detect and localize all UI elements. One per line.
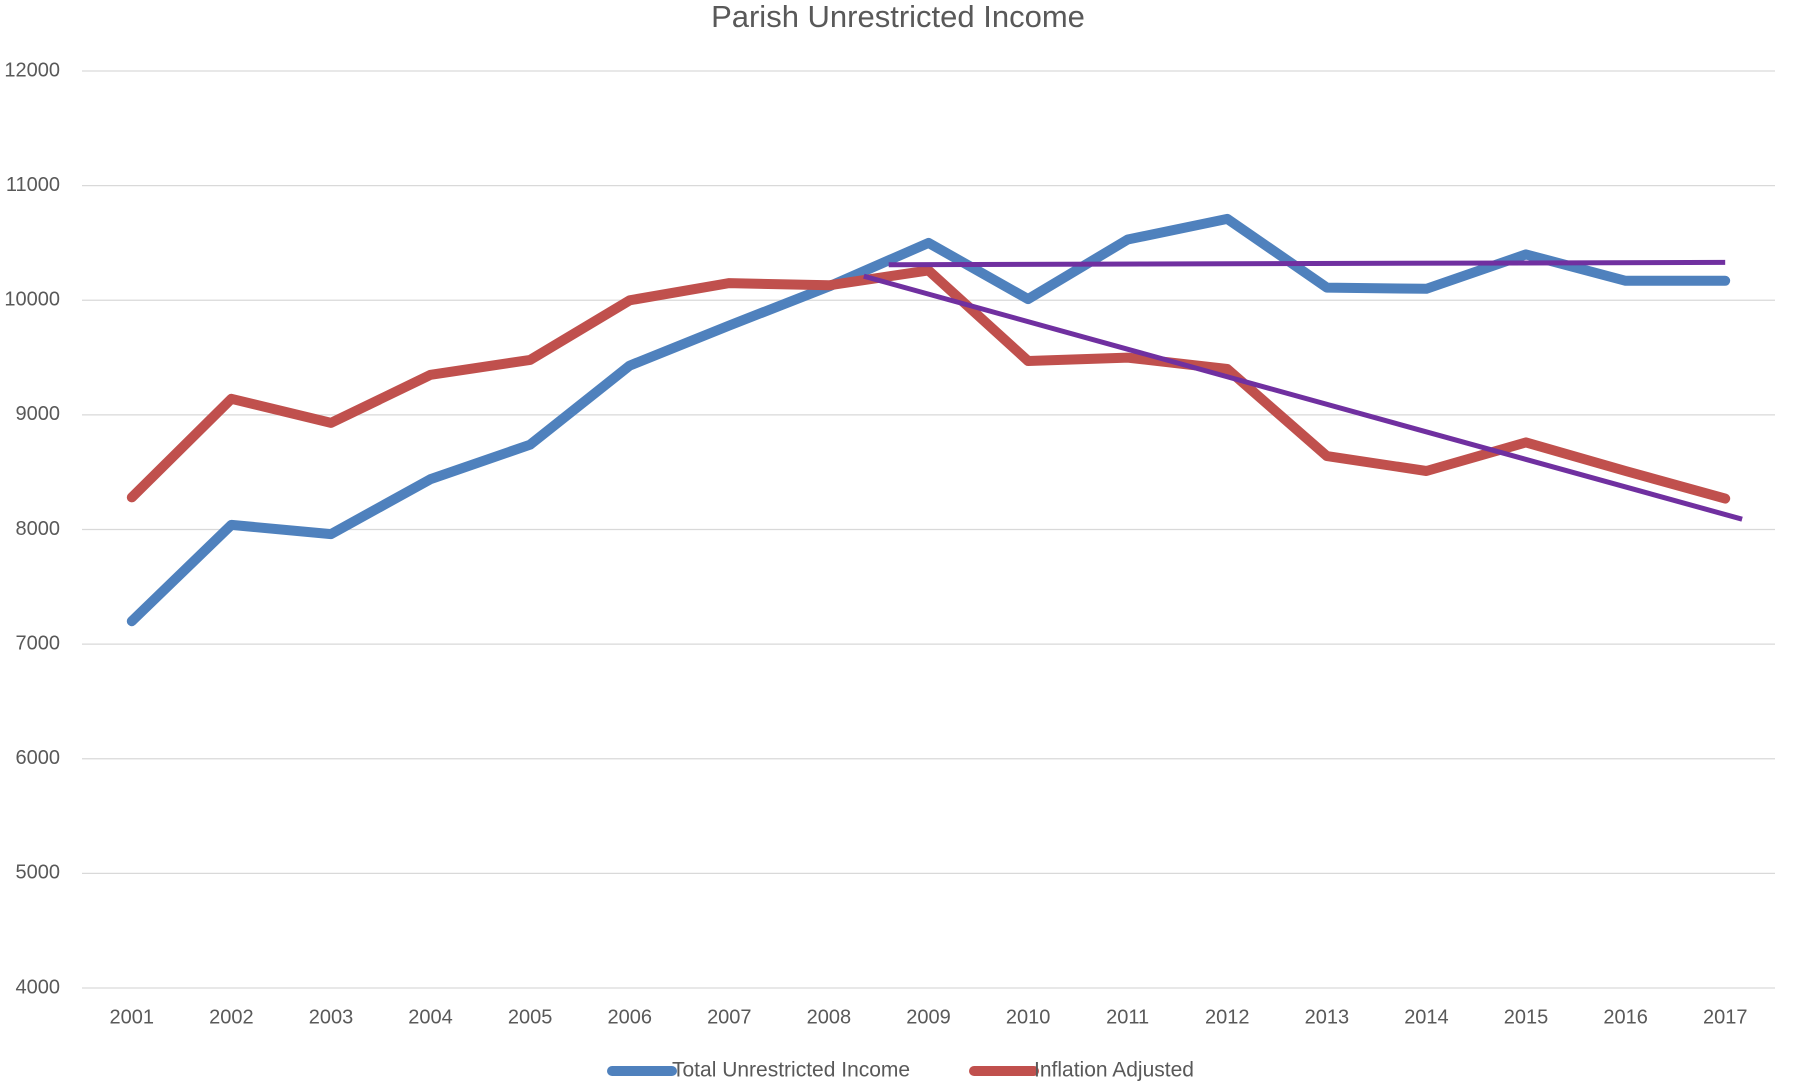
- x-tick-label: 2005: [508, 1006, 553, 1028]
- x-tick-label: 2008: [807, 1006, 852, 1028]
- y-tick-label: 8000: [16, 518, 61, 540]
- y-tick-label: 11000: [6, 174, 60, 196]
- trend-line: [888, 259, 1726, 268]
- series-line: [126, 265, 1731, 504]
- x-tick-label: 2004: [408, 1006, 453, 1028]
- x-tick-label: 2012: [1205, 1006, 1250, 1028]
- x-tick-label: 2011: [1106, 1006, 1149, 1028]
- x-tick-label: 2016: [1603, 1006, 1648, 1028]
- x-tick-label: 2002: [209, 1006, 254, 1028]
- legend-label: Inflation Adjusted: [1034, 1059, 1194, 1082]
- y-tick-label: 7000: [16, 632, 61, 654]
- x-tick-label: 2006: [607, 1006, 652, 1028]
- y-tick-label: 6000: [16, 747, 61, 769]
- chart-title: Parish Unrestricted Income: [711, 0, 1085, 34]
- x-tick-label: 2003: [309, 1006, 354, 1028]
- x-tick-label: 2001: [110, 1006, 155, 1028]
- x-tick-label: 2010: [1006, 1006, 1051, 1028]
- legend-label: Total Unrestricted Income: [672, 1059, 910, 1082]
- x-tick-label: 2009: [906, 1006, 951, 1028]
- y-tick-label: 9000: [16, 403, 61, 425]
- y-tick-label: 4000: [16, 976, 61, 998]
- x-tick-label: 2007: [707, 1006, 752, 1028]
- x-tick-label: 2014: [1404, 1006, 1449, 1028]
- y-tick-label: 10000: [4, 289, 60, 311]
- x-tick-label: 2017: [1703, 1006, 1748, 1028]
- x-tick-label: 2013: [1305, 1006, 1350, 1028]
- y-tick-label: 5000: [16, 862, 61, 884]
- x-tick-label: 2015: [1504, 1006, 1549, 1028]
- y-tick-label: 12000: [4, 59, 60, 81]
- series-line: [126, 213, 1731, 627]
- trend-line: [863, 273, 1743, 522]
